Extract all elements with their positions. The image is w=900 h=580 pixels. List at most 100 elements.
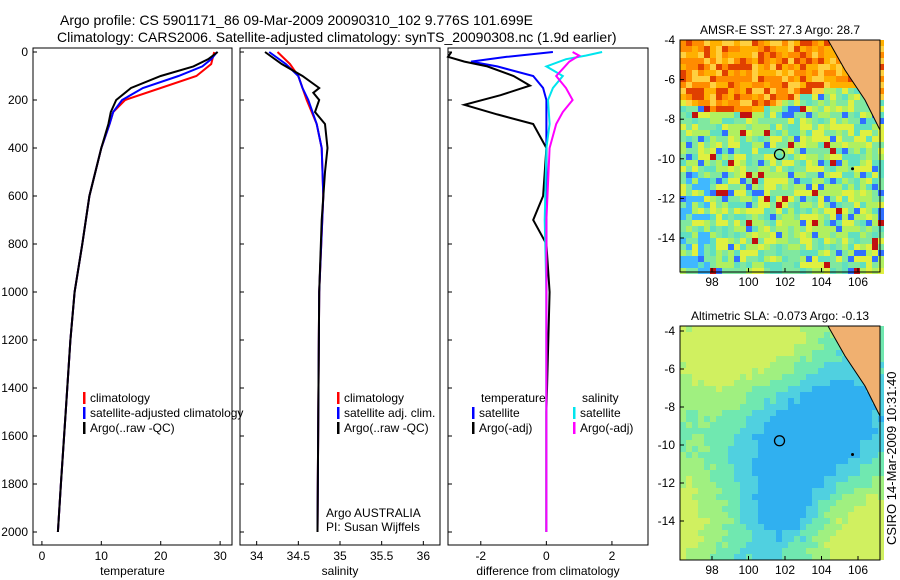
panel-frame <box>239 47 441 546</box>
map-cell <box>830 554 836 560</box>
map-cell <box>812 422 818 428</box>
map-cell <box>800 70 806 76</box>
map-cell <box>698 470 704 476</box>
map-cell <box>710 154 716 160</box>
map-cell <box>836 494 842 500</box>
map-cell <box>752 350 758 356</box>
map-cell <box>800 136 806 142</box>
map-cell <box>758 172 764 178</box>
map-cell <box>758 368 764 374</box>
map-cell <box>704 208 710 214</box>
map-cell <box>866 446 872 452</box>
map-cell <box>872 256 878 262</box>
map-cell <box>698 524 704 530</box>
map-cell <box>734 244 740 250</box>
map-cell <box>722 166 728 172</box>
map-cell <box>686 262 692 268</box>
map-cell <box>830 124 836 130</box>
map-cell <box>710 332 716 338</box>
map-cell <box>770 392 776 398</box>
map-cell <box>746 524 752 530</box>
map-cell <box>830 148 836 154</box>
map-cell <box>710 40 716 46</box>
map-cell <box>830 160 836 166</box>
map-cell <box>878 326 884 332</box>
map-cell <box>758 488 764 494</box>
map-cell <box>728 172 734 178</box>
map-cell <box>866 118 872 124</box>
map-cell <box>734 100 740 106</box>
map-cell <box>782 344 788 350</box>
map-cell <box>770 268 776 274</box>
map-cell <box>800 166 806 172</box>
map-cell <box>758 160 764 166</box>
map-cell <box>680 226 686 232</box>
map-cell <box>752 190 758 196</box>
map-cell <box>842 506 848 512</box>
x-tick-label: 102 <box>775 563 795 577</box>
map-cell <box>752 344 758 350</box>
map-cell <box>764 112 770 118</box>
map-cell <box>878 446 884 452</box>
series-line-satellite-adj-clim- <box>268 51 325 533</box>
map-cell <box>746 494 752 500</box>
map-cell <box>860 542 866 548</box>
map-cell <box>812 244 818 250</box>
map-cell <box>716 404 722 410</box>
map-cell <box>782 440 788 446</box>
map-cell <box>704 392 710 398</box>
map-cell <box>680 482 686 488</box>
map-cell <box>812 76 818 82</box>
map-cell <box>776 88 782 94</box>
map-cell <box>686 428 692 434</box>
map-cell <box>824 64 830 70</box>
map-cell <box>686 482 692 488</box>
map-cell <box>866 542 872 548</box>
map-cell <box>722 130 728 136</box>
map-cell <box>830 500 836 506</box>
map-cell <box>716 184 722 190</box>
map-cell <box>740 428 746 434</box>
map-cell <box>830 256 836 262</box>
map-cell <box>848 226 854 232</box>
map-cell <box>848 404 854 410</box>
map-cell <box>758 446 764 452</box>
map-cell <box>734 368 740 374</box>
map-cell <box>740 178 746 184</box>
map-cell <box>842 262 848 268</box>
map-cell <box>740 202 746 208</box>
y-tick-label: -4 <box>664 324 675 338</box>
y-tick-label: -8 <box>664 112 675 126</box>
map-cell <box>728 434 734 440</box>
map-cell <box>770 434 776 440</box>
map-cell <box>830 214 836 220</box>
map-cell <box>692 232 698 238</box>
x-tick-label: 35.5 <box>370 549 394 563</box>
map-cell <box>734 268 740 274</box>
map-cell <box>860 196 866 202</box>
map-cell <box>806 118 812 124</box>
map-cell <box>860 440 866 446</box>
map-cell <box>824 434 830 440</box>
map-cell <box>734 160 740 166</box>
map-cell <box>824 256 830 262</box>
map-cell <box>806 530 812 536</box>
map-cell <box>758 232 764 238</box>
map-cell <box>740 166 746 172</box>
map-cell <box>872 136 878 142</box>
map-cell <box>728 482 734 488</box>
map-cell <box>746 136 752 142</box>
map-cell <box>770 40 776 46</box>
map-cell <box>734 94 740 100</box>
map-cell <box>740 226 746 232</box>
map-cell <box>872 542 878 548</box>
map-cell <box>722 464 728 470</box>
map-cell <box>740 40 746 46</box>
map-cell <box>824 524 830 530</box>
map-cell <box>812 374 818 380</box>
map-cell <box>692 464 698 470</box>
map-cell <box>866 256 872 262</box>
map-cell <box>782 362 788 368</box>
map-cell <box>830 380 836 386</box>
map-cell <box>698 124 704 130</box>
